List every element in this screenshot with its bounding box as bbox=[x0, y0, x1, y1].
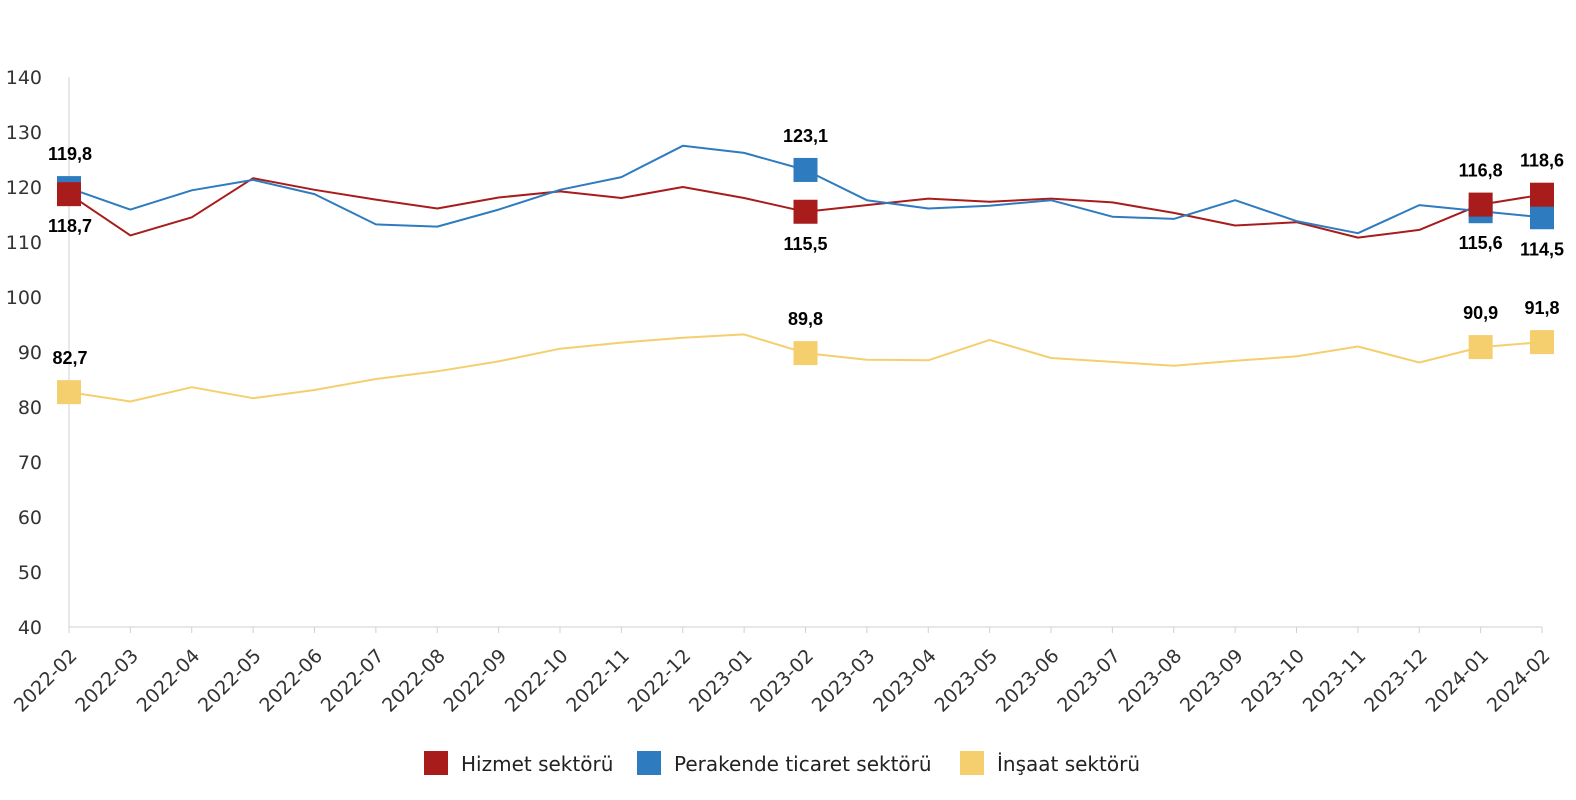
x-tick-label: 2023-09 bbox=[1176, 645, 1248, 717]
x-tick-label: 2022-08 bbox=[378, 645, 450, 717]
x-tick-label: 2024-01 bbox=[1421, 645, 1493, 717]
x-tick-label: 2023-07 bbox=[1053, 645, 1125, 717]
y-tick-label: 100 bbox=[6, 287, 42, 309]
legend: Hizmet sektörü Perakende ticaret sektörü İ… bbox=[424, 751, 1140, 776]
legend-label: Hizmet sektörü bbox=[461, 752, 613, 776]
data-marker bbox=[793, 157, 818, 182]
x-tick-label: 2022-10 bbox=[501, 645, 573, 717]
data-label: 90,9 bbox=[1463, 303, 1498, 323]
data-label: 82,7 bbox=[52, 348, 87, 368]
x-tick-label: 2023-08 bbox=[1115, 645, 1187, 717]
x-tick-label: 2022-05 bbox=[194, 645, 266, 717]
y-tick-label: 140 bbox=[6, 67, 42, 89]
y-axis: 40 50 60 70 80 90 100 110 120 130 140 bbox=[6, 67, 70, 639]
x-tick-label: 2024-02 bbox=[1483, 645, 1555, 717]
y-tick-label: 130 bbox=[6, 122, 42, 144]
legend-label: Perakende ticaret sektörü bbox=[674, 752, 932, 776]
y-tick-label: 40 bbox=[18, 617, 42, 639]
data-marker bbox=[1530, 330, 1554, 355]
x-tick-label: 2023-06 bbox=[992, 645, 1064, 717]
legend-swatch bbox=[637, 751, 661, 775]
data-label: 118,7 bbox=[48, 216, 92, 236]
data-marker bbox=[57, 380, 81, 405]
x-tick-label: 2023-04 bbox=[869, 645, 941, 717]
x-tick-label: 2022-07 bbox=[317, 645, 389, 717]
data-label: 115,6 bbox=[1459, 233, 1503, 253]
data-marker bbox=[1468, 192, 1493, 217]
legend-swatch bbox=[424, 751, 448, 775]
x-tick-label: 2022-11 bbox=[562, 645, 634, 717]
x-tick-label: 2023-12 bbox=[1360, 645, 1432, 717]
x-tick-label: 2023-02 bbox=[746, 645, 818, 717]
x-tick-label: 2023-11 bbox=[1299, 645, 1371, 717]
x-tick-label: 2023-01 bbox=[685, 645, 757, 717]
data-marker bbox=[1468, 335, 1493, 360]
data-markers bbox=[57, 157, 1554, 405]
data-marker bbox=[793, 199, 818, 224]
data-labels: 118,7 115,5 116,8 118,6 119,8 123,1 115,6 114,5… bbox=[48, 126, 1564, 368]
y-tick-label: 90 bbox=[18, 342, 42, 364]
data-label: 118,6 bbox=[1520, 151, 1564, 171]
data-marker bbox=[1530, 205, 1554, 230]
y-tick-label: 110 bbox=[6, 232, 42, 254]
data-label: 115,5 bbox=[783, 234, 827, 254]
data-label: 123,1 bbox=[783, 126, 828, 146]
x-tick-label: 2022-03 bbox=[71, 645, 143, 717]
x-tick-label: 2023-03 bbox=[808, 645, 880, 717]
x-tick-label: 2022-02 bbox=[10, 645, 82, 717]
data-label: 91,8 bbox=[1524, 298, 1559, 318]
x-tick-label: 2023-05 bbox=[930, 645, 1002, 717]
y-tick-label: 120 bbox=[6, 177, 42, 199]
legend-label: İnşaat sektörü bbox=[997, 752, 1140, 776]
data-marker bbox=[793, 341, 818, 366]
x-axis: 2022-022022-032022-042022-052022-062022-… bbox=[10, 626, 1555, 717]
data-marker bbox=[57, 182, 81, 207]
y-tick-label: 60 bbox=[18, 507, 42, 529]
y-tick-label: 80 bbox=[18, 397, 42, 419]
data-label: 119,8 bbox=[48, 144, 92, 164]
x-tick-label: 2023-10 bbox=[1237, 645, 1309, 717]
data-label: 114,5 bbox=[1520, 239, 1564, 259]
x-tick-label: 2022-04 bbox=[133, 645, 205, 717]
y-tick-label: 50 bbox=[18, 562, 42, 584]
x-tick-label: 2022-06 bbox=[255, 645, 327, 717]
data-label: 89,8 bbox=[788, 309, 823, 329]
data-marker bbox=[1530, 182, 1554, 207]
legend-swatch bbox=[960, 751, 984, 775]
y-tick-label: 70 bbox=[18, 452, 42, 474]
data-label: 116,8 bbox=[1459, 161, 1503, 181]
x-tick-label: 2022-12 bbox=[624, 645, 696, 717]
x-tick-label: 2022-09 bbox=[439, 645, 511, 717]
